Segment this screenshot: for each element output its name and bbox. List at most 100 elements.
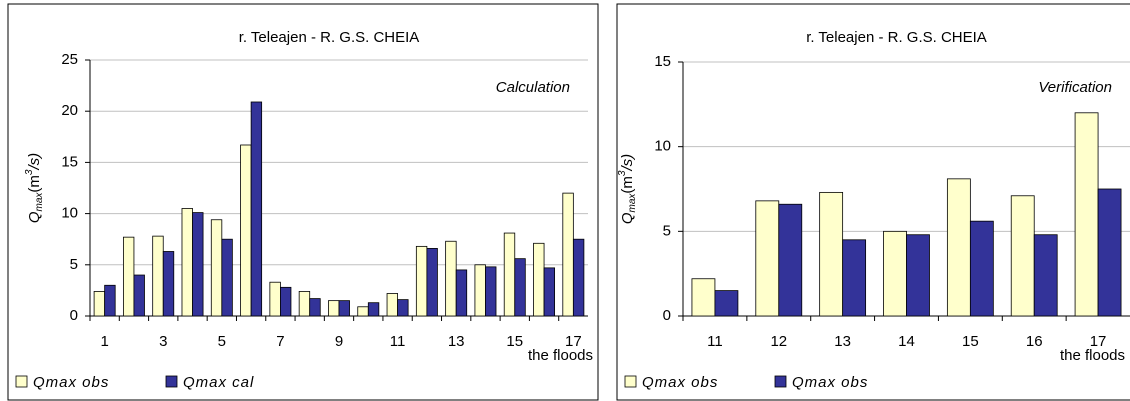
x-tick-label: 11	[390, 333, 406, 350]
y-tick-label: 10	[61, 205, 78, 222]
x-tick-label: 15	[506, 333, 523, 350]
y-axis-label-part: (m	[26, 175, 43, 193]
y-tick-label: 5	[70, 256, 78, 273]
bar	[1033, 234, 1058, 317]
bar	[386, 293, 398, 317]
bar	[426, 248, 438, 317]
bar	[298, 291, 311, 317]
bar	[221, 238, 233, 317]
chart-title: r. Teleajen - R. G.S. CHEIA	[239, 29, 420, 46]
bar	[415, 245, 428, 317]
bar	[842, 239, 867, 317]
legend-label: Qmax cal	[183, 374, 254, 391]
y-axis-label-part: (m	[619, 176, 636, 194]
bar	[104, 284, 116, 317]
bar	[714, 290, 739, 317]
y-axis-label-part: 3	[24, 169, 35, 175]
bar	[883, 230, 907, 317]
bar	[906, 234, 930, 317]
x-tick-label: 3	[159, 333, 167, 350]
y-tick-label: 15	[654, 53, 671, 70]
x-axis-label: the floods	[1060, 347, 1125, 364]
y-axis-label-part: 3	[617, 170, 628, 176]
bar	[691, 278, 716, 317]
x-axis-label: the floods	[528, 347, 593, 364]
bar	[1074, 112, 1099, 317]
legend-label: Qmax obs	[792, 374, 868, 391]
bar	[133, 274, 145, 317]
bar	[543, 267, 556, 317]
y-tick-label: 0	[70, 307, 78, 324]
x-tick-label: 14	[898, 333, 915, 350]
bar	[192, 212, 204, 317]
bar	[819, 191, 844, 317]
bar	[1097, 188, 1122, 317]
x-tick-label: 1	[100, 333, 108, 350]
x-tick-label: 12	[770, 333, 787, 350]
y-axis-label-part: /s)	[26, 153, 43, 171]
y-axis-label-part: /s)	[619, 154, 636, 172]
bar	[946, 178, 971, 317]
x-tick-label: 13	[448, 333, 465, 350]
x-tick-label: 5	[218, 333, 226, 350]
bar	[367, 302, 380, 317]
bar	[250, 101, 263, 317]
legend-swatch	[774, 375, 787, 388]
bar	[240, 144, 252, 317]
y-tick-label: 15	[61, 153, 78, 170]
x-tick-label: 11	[707, 333, 723, 350]
y-tick-label: 20	[61, 102, 78, 119]
bar	[181, 208, 193, 317]
bar	[474, 264, 486, 317]
bar	[280, 286, 292, 317]
y-axis-label-part: Q	[619, 212, 636, 224]
y-axis-label: Qmax(m3/s)	[24, 153, 45, 223]
legend-label: Qmax obs	[33, 374, 109, 391]
y-tick-label: 25	[61, 51, 78, 68]
legend-swatch	[624, 375, 637, 388]
x-tick-label: 17	[1090, 333, 1107, 350]
bar	[162, 251, 175, 317]
x-tick-label: 9	[335, 333, 343, 350]
bar	[338, 300, 350, 317]
bar	[122, 236, 135, 317]
y-axis-label-part: Q	[26, 211, 43, 223]
y-axis-label-part: max	[34, 192, 45, 212]
bar	[485, 266, 497, 317]
bar	[503, 232, 516, 317]
x-tick-label: 16	[1026, 333, 1043, 350]
y-tick-label: 0	[663, 307, 671, 324]
bar	[328, 300, 340, 317]
y-tick-label: 5	[663, 222, 671, 239]
bar	[93, 291, 106, 317]
bar	[397, 299, 409, 317]
annotation: Verification	[1038, 79, 1112, 96]
legend-swatch	[15, 375, 28, 388]
x-tick-label: 15	[962, 333, 979, 350]
bar	[445, 240, 457, 317]
bar	[562, 192, 574, 317]
bar	[778, 203, 803, 317]
bar	[269, 281, 281, 317]
bar	[357, 306, 369, 317]
x-tick-label: 13	[834, 333, 851, 350]
bar	[533, 242, 545, 317]
legend-swatch	[165, 375, 178, 388]
bar	[309, 298, 321, 317]
bar	[1010, 195, 1035, 317]
y-tick-label: 10	[654, 138, 671, 155]
x-tick-label: 7	[276, 333, 284, 350]
panel-frame	[616, 3, 1130, 401]
annotation: Calculation	[496, 79, 570, 96]
bar	[455, 269, 468, 317]
legend-label: Qmax obs	[642, 374, 718, 391]
chart-title: r. Teleajen - R. G.S. CHEIA	[806, 29, 987, 46]
y-axis-label-part: max	[627, 193, 638, 213]
panel-frame	[7, 3, 599, 401]
x-tick-label: 17	[565, 333, 582, 350]
bar	[152, 235, 164, 317]
bar	[969, 220, 994, 317]
bar	[210, 219, 223, 317]
